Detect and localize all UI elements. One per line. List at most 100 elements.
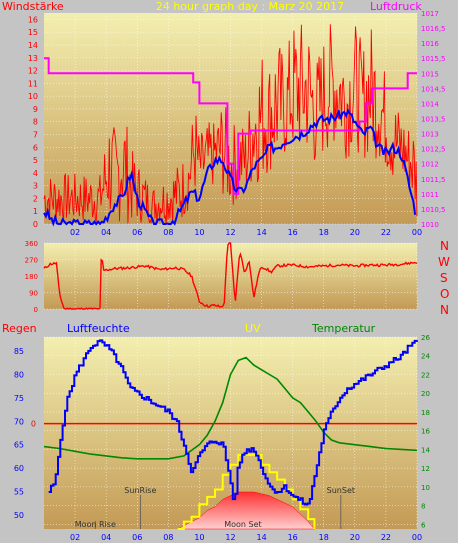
compass-n-bottom: N [440, 303, 449, 317]
y-right-tick-label: 1011 [421, 191, 439, 199]
y-tick-label: 90 [29, 290, 38, 298]
x-tick-label: 18 [319, 228, 329, 237]
y-left-tick-label: 7 [33, 130, 38, 139]
x-tick-label: 04 [101, 228, 111, 237]
marker-label: SunRise [124, 486, 156, 495]
pressure-series [44, 57, 417, 195]
x-tick-label: 16 [288, 228, 298, 237]
x-tick-label: 06 [132, 228, 142, 237]
x-tick-label: 06 [132, 533, 142, 542]
y-right-tick-label: 1012 [421, 161, 439, 169]
y-left-tick-label: 14 [28, 41, 38, 50]
marker-label: Moon Set [224, 520, 261, 529]
temperature-series [43, 356, 418, 460]
y-right-tick-label: 1015 [421, 70, 439, 78]
wind-direction-series [43, 242, 418, 310]
y-tick-label: 180 [25, 273, 38, 281]
x-tick-label: 10 [194, 228, 204, 237]
y-left-tick-label: 75 [14, 394, 24, 403]
y-left-tick-label: 85 [14, 347, 24, 356]
y-left-tick-label: 13 [28, 54, 38, 63]
y-left-tick-label: 5 [33, 156, 38, 165]
x-tick-label: 04 [101, 533, 111, 542]
x-tick-label: 08 [163, 533, 173, 542]
y-left-tick-label: 3 [33, 182, 38, 191]
y-left-tick-label: 55 [14, 488, 24, 497]
y-right-tick-label: 1017 [421, 10, 439, 18]
y-left-tick-label: 4 [33, 169, 38, 178]
compass-n-top: N [440, 239, 449, 253]
y-right-tick-label: 1013 [421, 131, 439, 139]
y-right-tick-label: 18 [421, 409, 430, 417]
y-left-tick-label: 11 [28, 79, 38, 88]
y-right-tick-label: 1016,5 [421, 25, 446, 33]
x-tick-label: 00 [412, 533, 422, 542]
rain-label: Regen [2, 322, 37, 335]
x-tick-label: 20 [350, 228, 360, 237]
y-left-tick-label: 70 [14, 417, 24, 426]
x-tick-label: 22 [381, 533, 391, 542]
y-left-tick-label: 65 [14, 441, 24, 450]
x-tick-label: 22 [381, 228, 391, 237]
y-left-tick-label: 60 [14, 464, 24, 473]
x-tick-label: 20 [350, 533, 360, 542]
compass-o: O [440, 287, 449, 301]
y-left-tick-label: 16 [28, 15, 38, 24]
x-tick-label: 12 [225, 533, 235, 542]
y-right-tick-label: 12 [421, 465, 430, 473]
y-left-tick-label: 0 [33, 220, 38, 229]
marker-label: SunSet [327, 486, 355, 495]
wind-gust-series [43, 24, 418, 225]
y-right-tick-label: 1010,5 [421, 206, 446, 214]
chart-title: 24 hour graph day : Marz 20 2017 [156, 0, 344, 13]
x-tick-label: 02 [70, 533, 80, 542]
y-right-tick-label: 1010 [421, 221, 439, 229]
y-left-tick-label: 12 [28, 67, 38, 76]
x-tick-label: 12 [225, 228, 235, 237]
y-left-tick-label: 10 [28, 92, 38, 101]
pressure-label: Luftdruck [370, 0, 422, 13]
y-right-tick-label: 1013,5 [421, 116, 446, 124]
x-tick-label: 08 [163, 228, 173, 237]
compass-w: W [438, 255, 450, 269]
y-right-tick-label: 8 [421, 503, 425, 511]
y-right-tick-label: 1015,5 [421, 55, 446, 63]
marker-label: Moon Rise [75, 520, 116, 529]
y-right-tick-label: 22 [421, 371, 430, 379]
wind-average-series [43, 108, 417, 227]
x-tick-label: 14 [256, 533, 266, 542]
uv-area-series [177, 491, 315, 530]
y-right-tick-label: 10 [421, 484, 430, 492]
y-left-tick-label: 15 [28, 28, 38, 37]
y-right-tick-label: 1012,5 [421, 146, 446, 154]
y-right-tick-label: 1014,5 [421, 85, 446, 93]
rain-axis-label: 0 [31, 420, 36, 429]
y-right-tick-label: 20 [421, 390, 430, 398]
wind-label: Windstärke [2, 0, 64, 13]
y-left-tick-label: 9 [33, 105, 38, 114]
uv-label: UV [245, 322, 261, 335]
humidity-series [48, 339, 418, 506]
x-tick-label: 18 [319, 533, 329, 542]
y-right-tick-label: 26 [421, 334, 430, 342]
y-right-tick-label: 24 [421, 353, 430, 361]
y-right-tick-label: 1014 [421, 100, 439, 108]
y-left-tick-label: 1 [33, 207, 38, 216]
y-right-tick-label: 1016 [421, 40, 439, 48]
compass-s: S [440, 271, 448, 285]
y-tick-label: 270 [25, 257, 38, 265]
y-right-tick-label: 6 [421, 521, 426, 529]
x-tick-label: 00 [412, 228, 422, 237]
y-left-tick-label: 6 [33, 143, 38, 152]
x-tick-label: 02 [70, 228, 80, 237]
y-right-tick-label: 1011,5 [421, 176, 446, 184]
y-right-tick-label: 16 [421, 428, 430, 436]
y-left-tick-label: 8 [33, 118, 38, 127]
humidity-label: Luftfeuchte [67, 322, 130, 335]
y-left-tick-label: 50 [14, 511, 24, 520]
y-left-tick-label: 2 [33, 194, 38, 203]
y-left-tick-label: 80 [14, 370, 24, 379]
y-right-tick-label: 14 [421, 446, 430, 454]
y-tick-label: 360 [25, 240, 38, 248]
